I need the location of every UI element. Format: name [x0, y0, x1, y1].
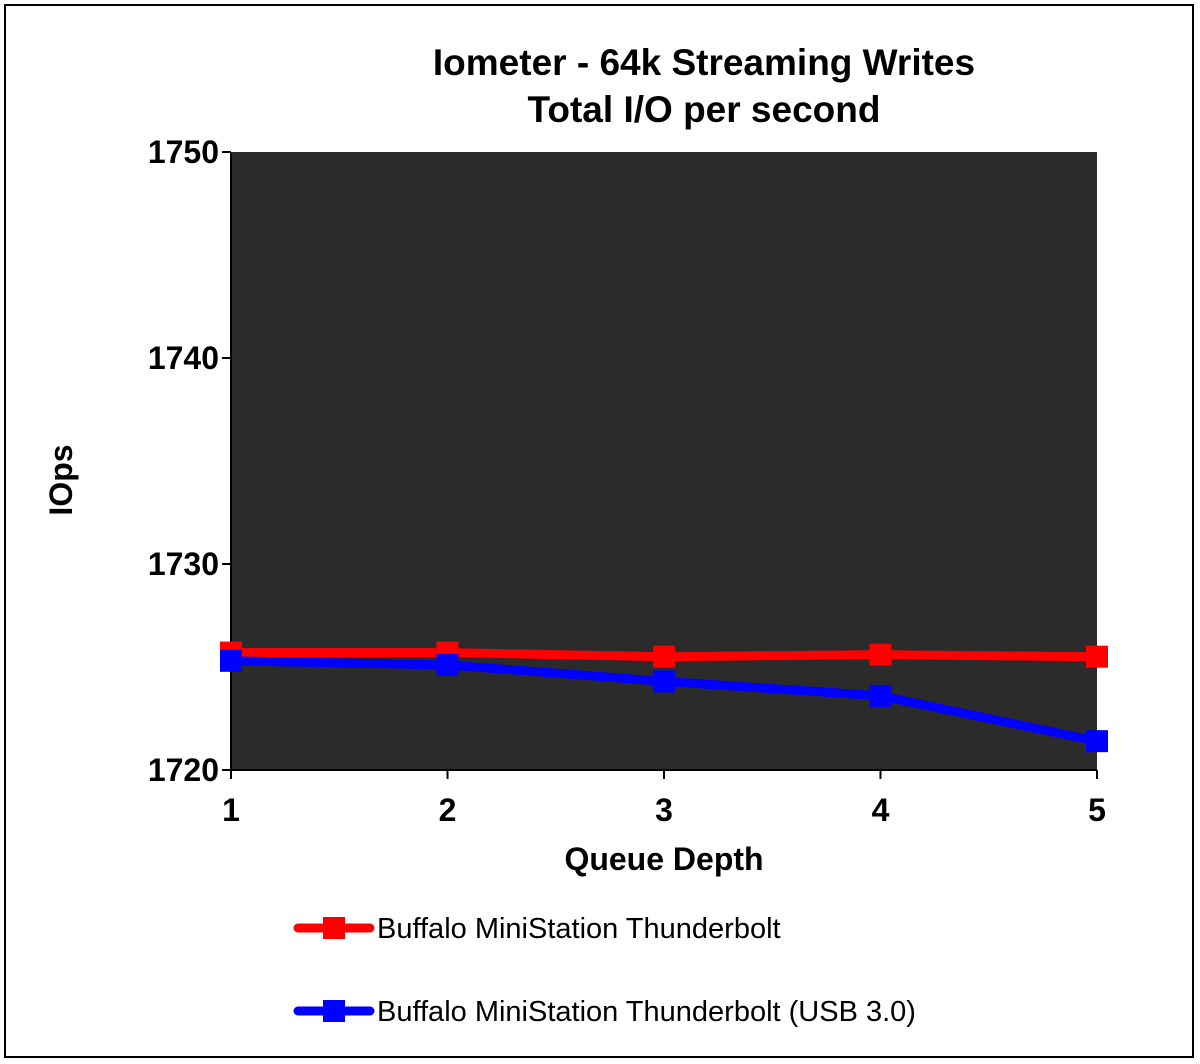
series-group [220, 641, 1108, 753]
legend-label: Buffalo MiniStation Thunderbolt (USB 3.0… [377, 996, 916, 1028]
data-point [436, 653, 459, 676]
y-axis-ticks: 1720 1730 1740 1750 [148, 134, 231, 788]
y-tick-label: 1750 [148, 134, 219, 170]
x-tick-label: 1 [222, 792, 240, 828]
x-axis-ticks: 1 2 3 4 5 [222, 770, 1106, 828]
data-point [1086, 645, 1108, 668]
y-tick-label: 1740 [148, 340, 219, 376]
data-point [653, 670, 675, 693]
data-point [869, 643, 892, 666]
y-axis-title: IOps [43, 444, 79, 515]
chart-title: Iometer - 64k Streaming Writes [433, 42, 975, 83]
x-tick-label: 3 [655, 792, 673, 828]
data-point [653, 645, 675, 668]
x-tick-label: 2 [439, 792, 457, 828]
legend-marker [323, 917, 345, 939]
chart-subtitle: Total I/O per second [528, 89, 881, 130]
data-point [220, 649, 242, 672]
data-point [1086, 730, 1108, 753]
legend-marker [323, 1000, 345, 1022]
x-tick-label: 5 [1088, 792, 1106, 828]
y-tick-label: 1730 [148, 546, 219, 582]
y-tick-label: 1720 [148, 752, 219, 788]
legend: Buffalo MiniStation Thunderbolt Buffalo M… [293, 913, 916, 1028]
legend-label: Buffalo MiniStation Thunderbolt [377, 913, 781, 945]
x-axis-title: Queue Depth [564, 841, 763, 877]
data-point [869, 684, 892, 707]
x-tick-label: 4 [872, 792, 890, 828]
